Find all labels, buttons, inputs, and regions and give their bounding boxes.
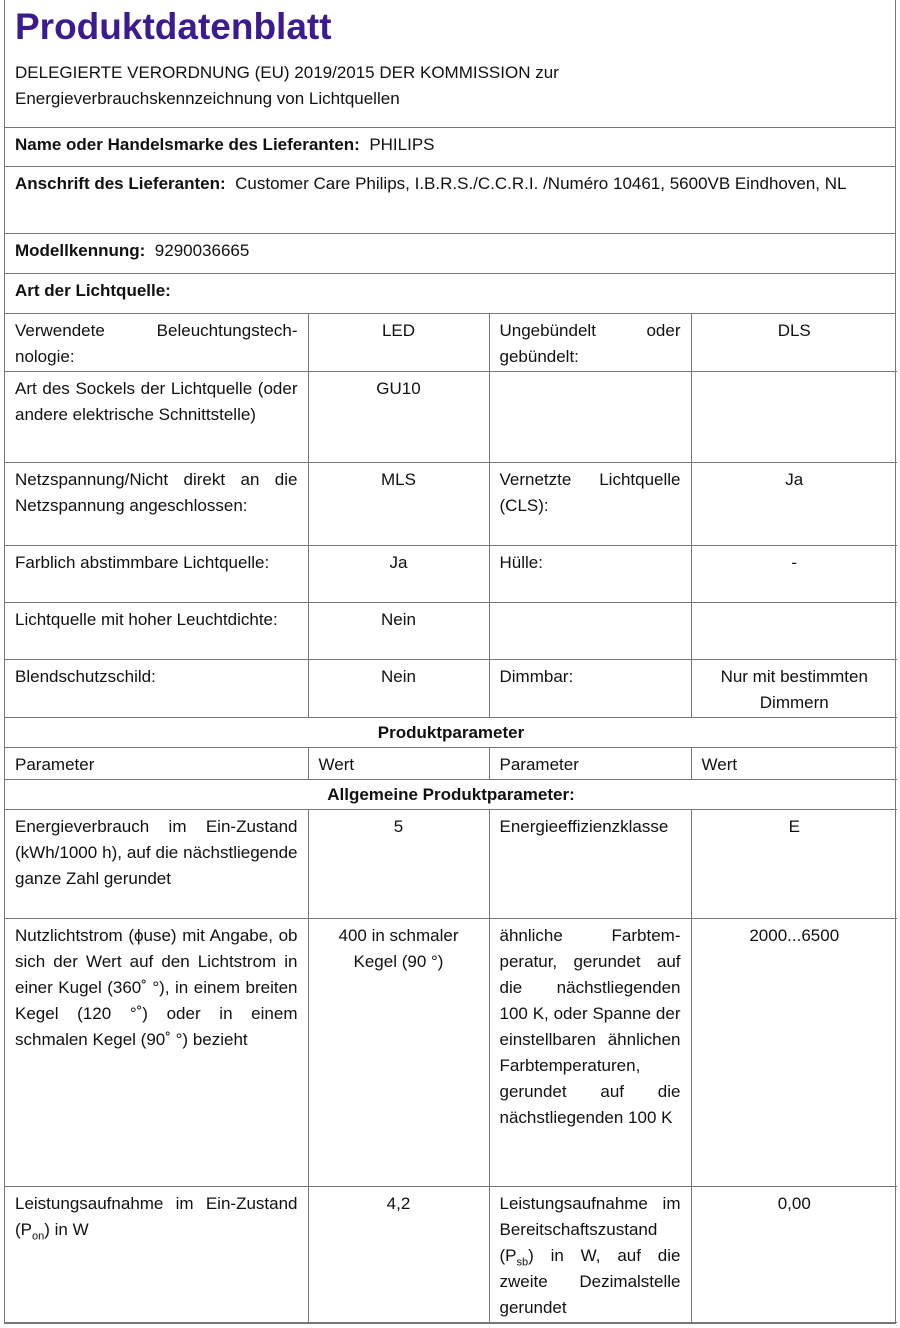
model-label: Modellkennung: xyxy=(15,241,146,260)
col-header: Wert xyxy=(690,747,897,780)
page-title: Produktdatenblatt xyxy=(15,6,332,47)
param-value: E xyxy=(690,809,897,919)
model-row: Modellkennung: 9290036665 xyxy=(5,234,895,274)
type-heading-text: Art der Lichtquelle: xyxy=(15,281,171,300)
text: ) in W, auf die zweite Dezimal­stelle ge… xyxy=(499,1245,681,1317)
param-value: - xyxy=(690,545,897,603)
param-name: Nutzlichtstrom (ϕuse) mit An­gabe, ob si… xyxy=(5,918,309,1187)
text: ) in W xyxy=(44,1219,89,1239)
param-value: LED xyxy=(307,314,490,372)
col-header: Parameter xyxy=(5,747,309,780)
param-name: Art des Sockels der Lichtquelle (oder an… xyxy=(5,371,309,463)
supplier-row: Name oder Handelsmarke des Lieferanten: … xyxy=(5,128,895,167)
param-name: Leistungsaufnahme im Ein-Zu­stand (Pon) … xyxy=(5,1186,309,1323)
subtitle: DELEGIERTE VERORDNUNG (EU) 2019/2015 DER… xyxy=(15,60,885,112)
col-header: Wert xyxy=(307,747,490,780)
address-value: Customer Care Philips, I.B.R.S./C.C.R.I.… xyxy=(235,174,847,193)
table-row: Netzspannung/Nicht direkt an die Netzspa… xyxy=(5,462,897,546)
param-name: Blendschutzschild: xyxy=(5,659,309,718)
params-table: Verwendete Beleuchtungstech­nologie: LED U… xyxy=(5,314,897,1323)
param-name xyxy=(488,371,692,463)
param-name: Hülle: xyxy=(488,545,692,603)
param-value: GU10 xyxy=(307,371,490,463)
param-name: Verwendete Beleuchtungstech­nologie: xyxy=(5,314,309,372)
param-name: Vernetzte Lichtquel­le (CLS): xyxy=(488,462,692,546)
param-value: Ja xyxy=(307,545,490,603)
param-value: Nein xyxy=(307,602,490,660)
table-row: Leistungsaufnahme im Ein-Zu­stand (Pon) … xyxy=(5,1186,897,1323)
param-value: 2000...6500 xyxy=(690,918,897,1187)
param-value: Ja xyxy=(690,462,897,546)
col-header: Parameter xyxy=(488,747,692,780)
table-row: Art des Sockels der Lichtquelle (oder an… xyxy=(5,371,897,463)
type-heading: Art der Lichtquelle: xyxy=(5,274,895,314)
subtitle-line-1: DELEGIERTE VERORDNUNG (EU) 2019/2015 DER… xyxy=(15,63,559,82)
param-value xyxy=(690,602,897,660)
header: Produktdatenblatt DELEGIERTE VERORDNUNG … xyxy=(5,0,895,128)
table-row: Verwendete Beleuchtungstech­nologie: LED U… xyxy=(5,314,897,372)
params-heading: Produktparameter xyxy=(5,717,897,748)
param-value: MLS xyxy=(307,462,490,546)
param-value: 0,00 xyxy=(690,1186,897,1323)
table-row: Lichtquelle mit hoher Leucht­dichte: Nein xyxy=(5,602,897,660)
param-name: Ungebündelt oder gebündelt: xyxy=(488,314,692,372)
param-value: Nur mit bestimm­ten Dimmern xyxy=(690,659,897,718)
param-value: Nein xyxy=(307,659,490,718)
model-value: 9290036665 xyxy=(154,241,250,260)
subscript: on xyxy=(32,1229,45,1242)
params-heading-row: Produktparameter xyxy=(5,717,897,748)
supplier-value: PHILIPS xyxy=(369,135,435,154)
param-value: DLS xyxy=(690,314,897,372)
param-value: 5 xyxy=(307,809,490,919)
address-row: Anschrift des Lieferanten: Customer Care… xyxy=(5,167,895,234)
general-heading: Allgemeine Produktparameter: xyxy=(5,779,897,810)
param-name: ähnliche Farbtem­peratur, gerundet auf d… xyxy=(488,918,692,1187)
param-name: Lichtquelle mit hoher Leucht­dichte: xyxy=(5,602,309,660)
param-value: 4,2 xyxy=(307,1186,490,1323)
param-name xyxy=(488,602,692,660)
datasheet: Produktdatenblatt DELEGIERTE VERORDNUNG … xyxy=(4,0,897,1324)
address-label: Anschrift des Lieferanten: xyxy=(15,174,226,193)
param-value xyxy=(690,371,897,463)
general-heading-row: Allgemeine Produktparameter: xyxy=(5,779,897,810)
table-row: Energieverbrauch im Ein-Zu­stand (kWh/10… xyxy=(5,809,897,919)
param-name: Farblich abstimmbare Licht­quelle: xyxy=(5,545,309,603)
param-name: Energieeffizienzklas­se xyxy=(488,809,692,919)
subscript: sb xyxy=(516,1255,529,1268)
table-row: Nutzlichtstrom (ϕuse) mit An­gabe, ob si… xyxy=(5,918,897,1187)
text: Leistungsaufnahme im Bereitschaftszu­sta… xyxy=(499,1193,681,1265)
param-value: 400 in schma­ler Kegel (90 °) xyxy=(307,918,490,1187)
param-name: Leistungsaufnahme im Bereitschaftszu­sta… xyxy=(488,1186,692,1323)
table-row: Blendschutzschild: Nein Dimmbar: Nur mit be… xyxy=(5,659,897,718)
param-name: Energieverbrauch im Ein-Zu­stand (kWh/10… xyxy=(5,809,309,919)
table-row: Farblich abstimmbare Licht­quelle: Ja Hüll… xyxy=(5,545,897,603)
supplier-label: Name oder Handelsmarke des Lieferanten: xyxy=(15,135,360,154)
param-name: Netzspannung/Nicht direkt an die Netzspa… xyxy=(5,462,309,546)
col-header-row: Parameter Wert Parameter Wert xyxy=(5,747,897,780)
subtitle-line-2: Energieverbrauchskennzeichnung von Licht… xyxy=(15,89,400,108)
text: Leistungsaufnahme im Ein-Zu­stand (P xyxy=(15,1193,298,1239)
param-name: Dimmbar: xyxy=(488,659,692,718)
